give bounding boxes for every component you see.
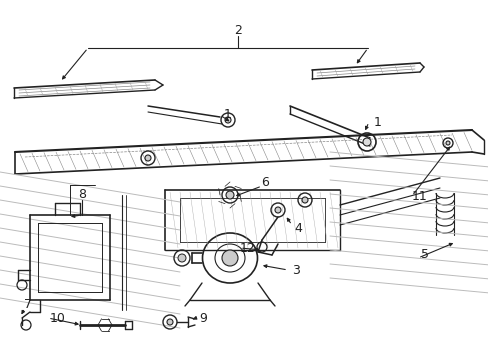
Circle shape [302, 197, 307, 203]
Circle shape [274, 207, 281, 213]
Circle shape [224, 117, 230, 123]
Text: 2: 2 [234, 23, 242, 36]
Text: 3: 3 [291, 264, 299, 276]
Text: 1: 1 [224, 108, 231, 122]
Circle shape [445, 141, 449, 145]
Text: 1: 1 [373, 116, 381, 129]
Text: 11: 11 [411, 189, 427, 202]
Text: 6: 6 [261, 175, 268, 189]
Text: 10: 10 [50, 311, 66, 324]
Circle shape [167, 319, 173, 325]
Text: 7: 7 [24, 298, 32, 311]
Text: 12: 12 [240, 242, 255, 255]
Circle shape [362, 138, 370, 146]
Circle shape [222, 250, 238, 266]
Circle shape [178, 254, 185, 262]
Circle shape [145, 155, 151, 161]
Circle shape [225, 191, 234, 199]
Text: 9: 9 [199, 311, 206, 324]
Text: 8: 8 [78, 189, 86, 202]
Text: 4: 4 [293, 221, 301, 234]
Text: 5: 5 [420, 248, 428, 261]
